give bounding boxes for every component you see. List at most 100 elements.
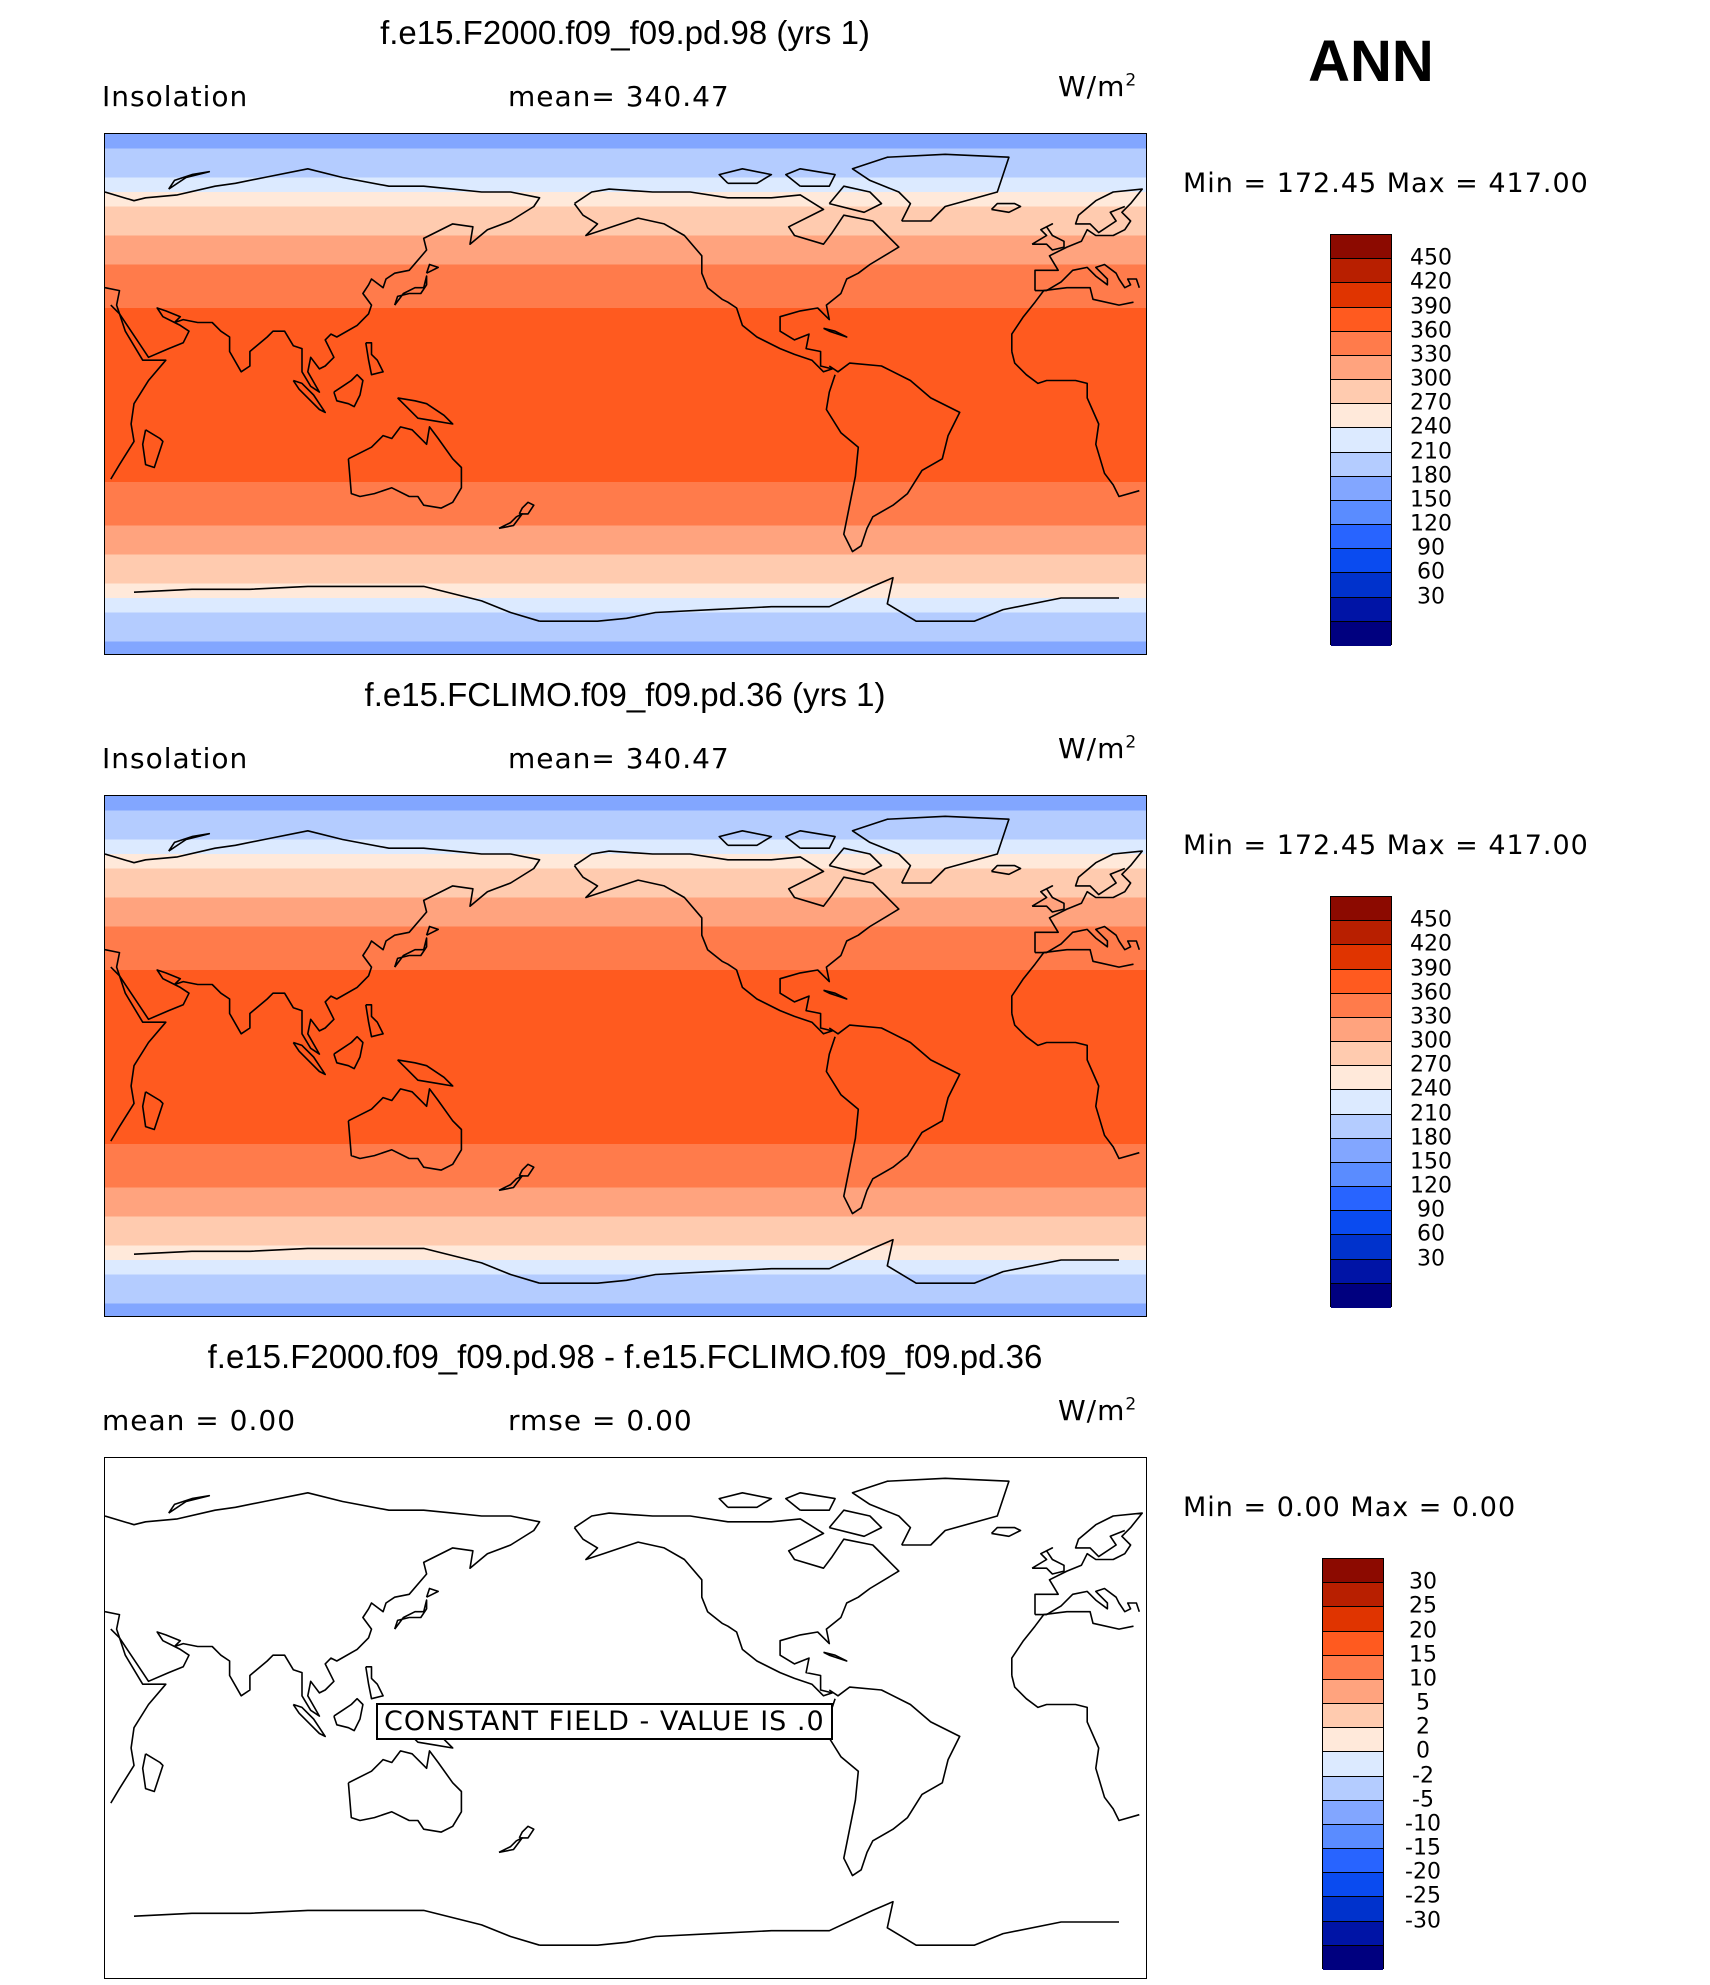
coastline [573, 1512, 900, 1697]
colorbar-cell [1331, 259, 1391, 284]
colorbar-tick-label: 90 [1417, 1197, 1445, 1223]
latitude-band [105, 1245, 1146, 1261]
coastline [425, 263, 440, 274]
panel3-mean-label: mean = 0.00 [102, 1404, 297, 1437]
latitude-band [105, 641, 1146, 654]
latitude-band [105, 825, 1146, 841]
colorbar-cell [1331, 945, 1391, 970]
coastline [397, 1059, 454, 1087]
coastline [393, 937, 428, 968]
colorbar-cell [1331, 573, 1391, 598]
colorbar-tick-label: 420 [1410, 931, 1452, 957]
coastline [365, 342, 384, 376]
latitude-band [105, 482, 1146, 498]
colorbar-tick-label: 0 [1416, 1738, 1430, 1764]
coastline [828, 185, 883, 214]
colorbar-tick-label: 210 [1410, 439, 1452, 465]
coastline [1010, 286, 1134, 352]
colorbar-tick-label: 210 [1410, 1101, 1452, 1127]
colorbar-tick-label: 300 [1410, 366, 1452, 392]
panel3-units: W/m2 [1058, 1394, 1138, 1427]
panel3-colorbar [1322, 1558, 1384, 1970]
colorbar-tick-label: 30 [1409, 1569, 1437, 1595]
coastline [1011, 351, 1140, 498]
colorbar-cell [1331, 1235, 1391, 1260]
colorbar-tick-label: 25 [1409, 1593, 1437, 1619]
coastline [990, 202, 1022, 214]
coastline [168, 1494, 211, 1514]
coastline [539, 1900, 1119, 1947]
latitude-band [105, 395, 1146, 411]
coastline [168, 832, 211, 852]
coastline [784, 167, 836, 188]
latitude-band [105, 134, 1146, 150]
panel1-units: W/m2 [1058, 70, 1138, 103]
latitude-band [105, 308, 1146, 324]
colorbar-tick-label: 180 [1410, 1125, 1452, 1151]
latitude-band [105, 1173, 1146, 1189]
colorbar-tick-label: 20 [1409, 1618, 1437, 1644]
colorbar-cell [1331, 1187, 1391, 1212]
colorbar-cell [1331, 283, 1391, 308]
coastline [851, 815, 1010, 884]
panel3-rmse-label: rmse = 0.00 [508, 1404, 693, 1437]
colorbar-tick-label: 450 [1410, 907, 1452, 933]
latitude-band [105, 627, 1146, 643]
latitude-band [105, 941, 1146, 957]
panel3-map: CONSTANT FIELD - VALUE IS .0 [104, 1457, 1147, 1979]
latitude-band [105, 1231, 1146, 1247]
coastline [828, 1509, 883, 1538]
coastline [105, 1491, 541, 1717]
colorbar-cell [1323, 1921, 1383, 1946]
latitude-band [105, 1129, 1146, 1145]
latitude-band [105, 1202, 1146, 1218]
colorbar-tick-label: 120 [1410, 1173, 1452, 1199]
colorbar-cell [1323, 1752, 1383, 1777]
latitude-band [105, 1100, 1146, 1116]
latitude-band [105, 1187, 1146, 1203]
coastline [105, 829, 541, 1055]
colorbar-tick-label: 300 [1410, 1028, 1452, 1054]
latitude-band [105, 1057, 1146, 1073]
colorbar-cell [1331, 1138, 1391, 1163]
panel2-map [104, 795, 1147, 1317]
latitude-band [105, 148, 1146, 164]
coastline [292, 1041, 326, 1076]
coastline [333, 1035, 364, 1070]
latitude-band [105, 467, 1146, 483]
coastline [718, 829, 773, 847]
coastline [990, 1526, 1022, 1538]
colorbar-cell [1331, 355, 1391, 381]
coastline [393, 275, 428, 306]
colorbar-tick-label: 15 [1409, 1642, 1437, 1668]
coastline [347, 1088, 463, 1171]
coastline [1031, 885, 1065, 913]
coastline [333, 373, 364, 408]
coastline [292, 379, 326, 414]
latitude-band [105, 1216, 1146, 1232]
constant-field-label: CONSTANT FIELD - VALUE IS .0 [376, 1703, 833, 1740]
latitude-band [105, 1042, 1146, 1058]
colorbar-cell [1323, 1945, 1383, 1970]
colorbar-cell [1331, 1162, 1391, 1188]
colorbar-tick-label: -20 [1405, 1859, 1441, 1885]
colorbar-cell [1323, 1897, 1383, 1922]
colorbar-cell [1331, 549, 1391, 574]
colorbar-cell [1331, 1017, 1391, 1043]
coastline [110, 1628, 167, 1804]
latitude-band [105, 438, 1146, 454]
latitude-band [105, 926, 1146, 942]
coastline [823, 327, 848, 338]
coastline [292, 1703, 326, 1738]
latitude-band [105, 293, 1146, 309]
panel2-map-svg [105, 796, 1146, 1316]
colorbar-cell [1323, 1607, 1383, 1632]
coastline [718, 1491, 773, 1509]
colorbar-cell [1323, 1800, 1383, 1825]
coastline [365, 1004, 384, 1038]
coastline [1010, 1610, 1134, 1676]
latitude-band [105, 496, 1146, 512]
panel1-title: f.e15.F2000.f09_f09.pd.98 (yrs 1) [380, 14, 870, 51]
latitude-band [105, 1013, 1146, 1029]
colorbar-cell [1331, 969, 1391, 994]
